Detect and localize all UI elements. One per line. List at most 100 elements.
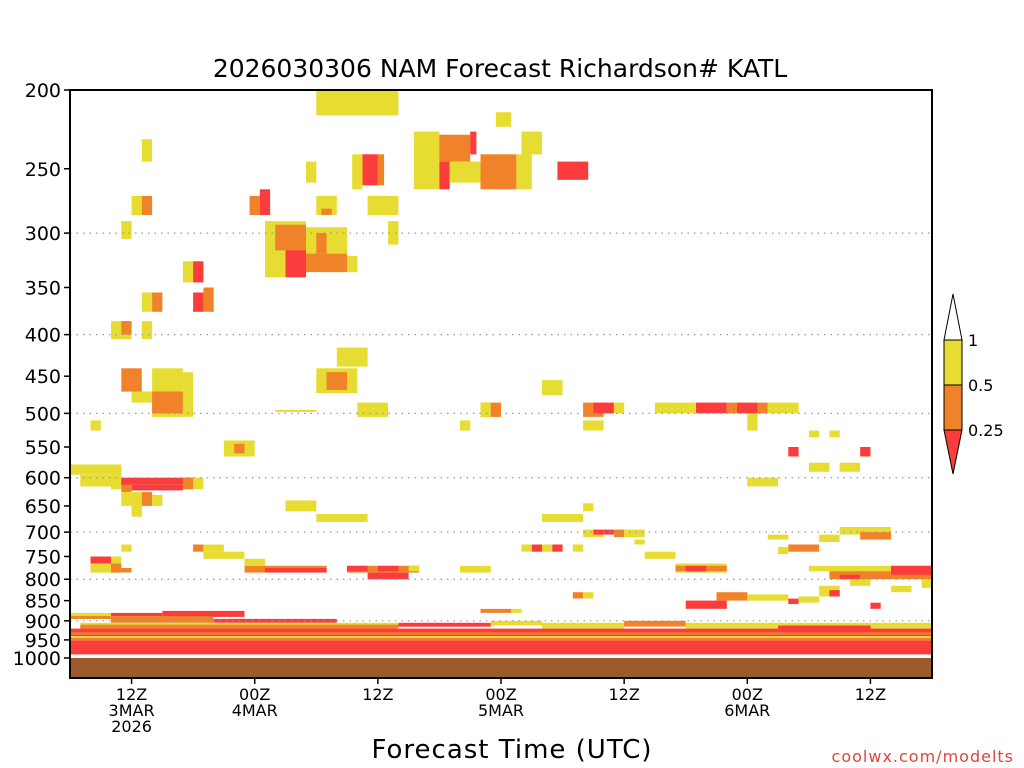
ri-050-100-cell bbox=[336, 347, 368, 367]
ri-lt-025-cell bbox=[398, 622, 491, 627]
ri-050-100-cell bbox=[644, 551, 676, 559]
ri-050-100-cell bbox=[778, 546, 789, 555]
ri-050-100-cell bbox=[521, 131, 542, 155]
ri-050-100-cell bbox=[141, 321, 153, 339]
ri-050-100-cell bbox=[70, 612, 111, 619]
ri-050-100-cell bbox=[542, 380, 563, 396]
x-tick-label: 2026 bbox=[111, 717, 152, 736]
ri-050-100-cell bbox=[203, 544, 224, 552]
ri-050-100-cell bbox=[767, 534, 789, 540]
ri-050-100-cell bbox=[316, 90, 399, 116]
ri-lt-025-cell bbox=[860, 447, 871, 457]
ri-025-050-cell bbox=[326, 372, 347, 390]
legend-swatch-050-100 bbox=[943, 339, 963, 386]
ri-025-050-cell bbox=[275, 224, 306, 251]
y-tick-label: 650 bbox=[25, 496, 61, 518]
ri-050-100-cell bbox=[141, 139, 153, 162]
ri-lt-025-cell bbox=[90, 556, 111, 564]
y-tick-label: 350 bbox=[25, 277, 61, 299]
ri-050-100-cell bbox=[808, 430, 820, 438]
ri-050-100-cell bbox=[460, 420, 471, 431]
ri-050-100-cell bbox=[583, 529, 604, 538]
y-tick-label: 600 bbox=[25, 468, 61, 490]
x-axis-label: Forecast Time (UTC) bbox=[371, 735, 652, 765]
y-tick-label: 400 bbox=[25, 325, 61, 347]
ri-lt-025-cell bbox=[439, 161, 450, 190]
ri-050-100-cell bbox=[413, 131, 440, 190]
ri-025-050-cell bbox=[70, 632, 932, 635]
chart-title: 2026030306 NAM Forecast Richardson# KATL bbox=[213, 54, 787, 83]
ri-025-050-cell bbox=[480, 154, 517, 190]
y-tick-label: 250 bbox=[25, 159, 61, 181]
ri-050-100-cell bbox=[613, 402, 625, 414]
ri-050-100-cell bbox=[490, 620, 542, 626]
ri-050-100-cell bbox=[203, 551, 245, 559]
ground-fill bbox=[70, 658, 932, 678]
ri-lt-025-cell bbox=[213, 618, 337, 623]
ri-050-100-cell bbox=[495, 112, 512, 127]
ri-025-050-cell bbox=[234, 443, 245, 454]
ri-050-100-cell bbox=[141, 292, 153, 312]
ri-lt-025-cell bbox=[778, 625, 871, 631]
ri-050-100-cell bbox=[891, 585, 912, 593]
ri-lt-025-cell bbox=[839, 574, 861, 580]
x-tick-label: 12Z bbox=[855, 685, 886, 704]
y-tick-label: 200 bbox=[25, 80, 61, 102]
y-tick-label: 1000 bbox=[13, 648, 61, 670]
ri-050-100-cell bbox=[275, 409, 317, 412]
ri-050-100-cell bbox=[244, 558, 265, 566]
ri-050-100-cell bbox=[408, 565, 419, 572]
ri-050-100-cell bbox=[460, 565, 491, 573]
ri-lt-025-cell bbox=[259, 189, 271, 215]
ri-050-100-cell bbox=[121, 544, 132, 552]
ri-050-100-cell bbox=[624, 529, 645, 538]
x-tick-label: 3MAR bbox=[109, 701, 155, 720]
ri-050-100-cell bbox=[111, 464, 122, 490]
ri-050-100-cell bbox=[819, 585, 840, 597]
credit-link[interactable]: coolwx.com/modelts bbox=[832, 747, 1014, 766]
ri-lt-025-cell bbox=[470, 131, 477, 155]
ri-025-050-cell bbox=[141, 195, 153, 215]
ri-lt-025-cell bbox=[362, 154, 378, 186]
ri-050-100-cell bbox=[747, 413, 758, 431]
legend-label: 1 bbox=[968, 331, 978, 350]
ri-025-050-cell bbox=[111, 563, 122, 573]
ri-025-050-cell bbox=[480, 608, 512, 613]
ri-050-100-cell bbox=[583, 592, 594, 599]
ri-050-100-cell bbox=[90, 420, 101, 431]
x-tick-label: 12Z bbox=[362, 685, 393, 704]
ri-lt-025-cell bbox=[788, 447, 799, 457]
ri-lt-025-cell bbox=[829, 590, 840, 597]
ri-lt-025-cell bbox=[285, 250, 306, 278]
ri-025-050-cell bbox=[306, 253, 347, 273]
ri-lt-025-cell bbox=[557, 161, 589, 180]
ri-025-050-cell bbox=[860, 532, 891, 540]
ri-050-100-cell bbox=[152, 494, 163, 506]
ri-050-100-cell bbox=[808, 565, 932, 572]
ri-050-100-cell bbox=[388, 221, 399, 245]
ri-050-100-cell bbox=[182, 372, 194, 417]
ri-050-100-cell bbox=[521, 544, 532, 552]
ri-050-100-cell bbox=[572, 544, 584, 552]
ri-lt-025-cell bbox=[111, 612, 163, 617]
ri-025-050-cell bbox=[829, 571, 932, 580]
ri-050-100-cell bbox=[367, 195, 399, 215]
ri-025-050-cell bbox=[624, 620, 686, 627]
y-tick-label: 900 bbox=[25, 611, 61, 633]
ri-025-050-cell bbox=[316, 233, 327, 254]
ri-lt-025-cell bbox=[788, 598, 799, 604]
ri-050-100-cell bbox=[131, 195, 142, 215]
legend-under-triangle bbox=[943, 429, 963, 475]
ri-025-050-cell bbox=[726, 402, 738, 414]
ri-050-100-cell bbox=[839, 527, 891, 535]
x-tick-label: 4MAR bbox=[232, 701, 278, 720]
ri-050-100-cell bbox=[121, 221, 132, 239]
ri-025-050-cell bbox=[152, 292, 163, 312]
ri-lt-025-cell bbox=[716, 600, 727, 609]
ri-025-050-cell bbox=[111, 616, 214, 623]
ri-025-050-cell bbox=[716, 592, 748, 601]
ri-050-100-cell bbox=[583, 503, 594, 512]
ri-lt-025-cell bbox=[685, 600, 717, 609]
legend: 1 0.5 0.25 bbox=[943, 293, 1004, 475]
